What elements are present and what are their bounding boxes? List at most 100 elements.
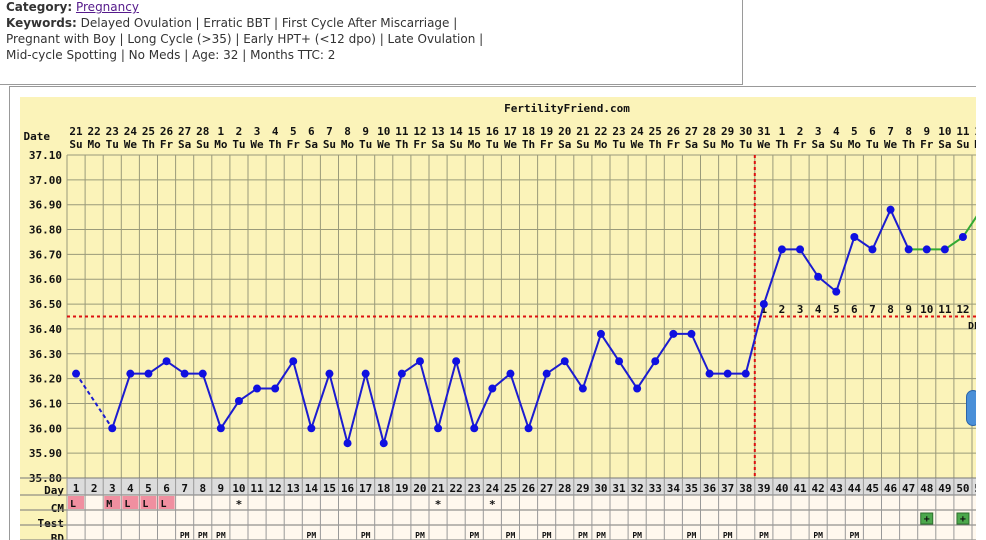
- weekday-tick: Mo: [341, 138, 355, 151]
- temp-point: [723, 369, 732, 378]
- weekday-tick: Tu: [106, 138, 119, 151]
- weekday-tick: Fr: [540, 138, 554, 151]
- weekday-tick: Th: [269, 138, 282, 151]
- date-tick: 2: [797, 125, 804, 138]
- date-tick: 25: [649, 125, 662, 138]
- cm-mark: *: [489, 498, 496, 511]
- temp-segment: [527, 373, 548, 429]
- date-tick: 24: [124, 125, 138, 138]
- temp-point: [922, 245, 931, 254]
- temp-point: [198, 369, 207, 378]
- weekday-tick: Tu: [866, 138, 879, 151]
- date-tick: 7: [887, 125, 894, 138]
- temp-segment: [328, 373, 349, 444]
- y-tick-label: 37.10: [29, 149, 62, 162]
- bd-mark: PM: [307, 531, 317, 540]
- cycle-day-number: 43: [830, 482, 843, 495]
- date-row-label: Date: [24, 130, 51, 143]
- temp-point: [452, 357, 461, 366]
- date-tick: 18: [522, 125, 535, 138]
- cycle-day-number: 27: [540, 482, 553, 495]
- date-tick: 8: [905, 125, 912, 138]
- weekday-tick: We: [884, 138, 898, 151]
- temp-point: [651, 357, 660, 366]
- dpo-number: 8: [887, 303, 894, 316]
- date-tick: 27: [685, 125, 698, 138]
- y-tick-label: 36.50: [29, 298, 62, 311]
- cycle-day-number: 40: [775, 482, 788, 495]
- weekday-tick: Tu: [612, 138, 625, 151]
- temp-point: [415, 357, 424, 366]
- bd-mark: PM: [198, 531, 208, 540]
- weekday-tick: We: [250, 138, 264, 151]
- weekday-tick: Th: [649, 138, 662, 151]
- date-tick: 1: [779, 125, 786, 138]
- cycle-day-number: 24: [486, 482, 500, 495]
- cycle-day-number: 35: [685, 482, 698, 495]
- test-positive-box: [920, 512, 934, 525]
- bd-mark: PM: [180, 531, 190, 540]
- bd-mark: PM: [361, 531, 371, 540]
- temp-point: [234, 396, 243, 405]
- cm-value: L: [142, 499, 148, 510]
- temp-point: [542, 369, 551, 378]
- date-tick: 6: [869, 125, 876, 138]
- cycle-day-number: 38: [739, 482, 752, 495]
- cm-cell: [68, 496, 85, 509]
- weekday-tick: Fr: [920, 138, 934, 151]
- temp-segment: [473, 388, 494, 429]
- date-tick: 4: [272, 125, 279, 138]
- temp-segment: [799, 248, 819, 278]
- cm-row-label: CM: [51, 502, 65, 515]
- cycle-day-number: 33: [649, 482, 662, 495]
- date-tick: 30: [739, 125, 752, 138]
- temp-point: [940, 245, 949, 254]
- temp-segment: [364, 373, 385, 444]
- cycle-day-number: 32: [631, 482, 644, 495]
- y-tick-label: 36.10: [29, 397, 62, 410]
- temp-segment: [220, 400, 240, 429]
- temp-point: [633, 384, 642, 393]
- weekday-tick: Th: [775, 138, 788, 151]
- weekday-tick: Su: [830, 138, 843, 151]
- bd-mark: PM: [506, 531, 516, 540]
- cm-cell: [158, 496, 175, 509]
- bd-row-label: BD: [51, 532, 65, 540]
- bd-mark: PM: [596, 531, 606, 540]
- temp-point: [958, 232, 967, 241]
- cycle-day-number: 7: [181, 482, 188, 495]
- category-link[interactable]: Pregnancy: [75, 0, 139, 14]
- temp-point: [488, 384, 497, 393]
- temp-segment: [563, 360, 584, 390]
- bbt-chart-frame: FertilityFriend.com Date Day CM Test BD 21 Su 22…: [9, 86, 976, 540]
- weekday-tick: We: [504, 138, 518, 151]
- date-tick: 10: [377, 125, 390, 138]
- date-tick: 28: [196, 125, 209, 138]
- temp-point: [180, 369, 189, 378]
- date-tick: 14: [450, 125, 464, 138]
- date-tick: 19: [540, 125, 553, 138]
- scroll-handle[interactable]: [966, 390, 976, 426]
- bd-mark: PM: [415, 531, 425, 540]
- weekday-tick: Mo: [721, 138, 735, 151]
- weekday-tick: Mo: [468, 138, 482, 151]
- date-tick: 16: [486, 125, 500, 138]
- bd-mark: PM: [687, 531, 697, 540]
- weekday-tick: Mo: [974, 138, 976, 151]
- cycle-day-number: 28: [558, 482, 571, 495]
- weekday-tick: Mo: [594, 138, 608, 151]
- cm-mark: *: [236, 498, 243, 511]
- weekday-tick: Sa: [938, 138, 951, 151]
- cycle-day-number: 17: [359, 482, 372, 495]
- cm-mark: *: [435, 498, 442, 511]
- temp-point: [271, 384, 280, 393]
- weekday-tick: We: [124, 138, 138, 151]
- cycle-day-number: 20: [413, 482, 426, 495]
- temp-segment: [762, 249, 783, 305]
- date-tick: 26: [160, 125, 174, 138]
- temp-point: [72, 369, 81, 378]
- cm-value: L: [161, 499, 167, 510]
- dpo-number: 2: [779, 303, 786, 316]
- cycle-day-number: 14: [305, 482, 319, 495]
- weekday-tick: Su: [196, 138, 209, 151]
